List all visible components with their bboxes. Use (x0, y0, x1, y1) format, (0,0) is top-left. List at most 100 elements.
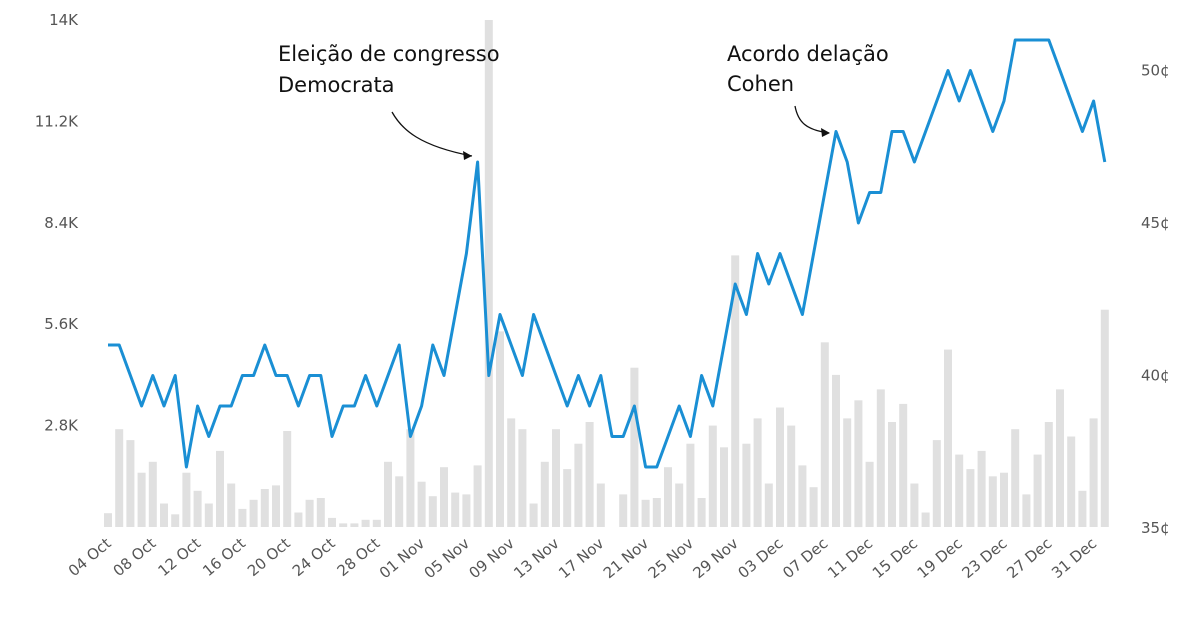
volume-bar (832, 374, 840, 527)
volume-bar (1089, 418, 1098, 527)
volume-bar (417, 481, 426, 527)
volume-bar (104, 513, 112, 527)
x-axis-tick-label: 19 Dec (914, 534, 966, 582)
volume-bar (865, 461, 874, 527)
volume-bar (451, 492, 460, 527)
volume-bar (507, 418, 516, 527)
volume-bar (854, 400, 863, 528)
volume-bar (272, 485, 280, 527)
volume-bar (283, 431, 292, 527)
volume-bar (641, 499, 650, 527)
volume-bar (384, 461, 392, 527)
x-axis-tick-label: 08 Oct (110, 534, 160, 580)
volume-bar (876, 389, 885, 527)
volume-bar (888, 422, 896, 527)
volume-bars (104, 20, 1109, 528)
volume-bar (328, 517, 336, 527)
x-axis-tick-label: 23 Dec (958, 534, 1010, 582)
annotation-cohen: Acordo delação Cohen (727, 42, 889, 137)
volume-bar (339, 523, 348, 527)
right-axis-tick-label: 40¢ (1141, 367, 1170, 385)
volume-bar (843, 418, 852, 527)
price-series-line (108, 38, 1107, 469)
annotation-election-arrow (391, 111, 473, 157)
volume-bar (462, 494, 471, 527)
x-axis-tick-label: 15 Dec (869, 534, 921, 582)
volume-bar (574, 443, 583, 527)
volume-bar (406, 429, 415, 527)
volume-bar (204, 503, 213, 527)
annotation-election-line-2: Democrata (278, 73, 395, 97)
volume-bar (1044, 422, 1053, 527)
volume-bar (563, 469, 572, 527)
volume-bar (742, 443, 751, 527)
volume-bar (1078, 490, 1087, 527)
left-axis-ticks: 2.8K 5.6K 8.4K 11.2K 14K (35, 11, 79, 435)
x-axis-tick-label: 31 Dec (1048, 534, 1100, 582)
volume-bar (809, 487, 818, 527)
volume-bar (428, 496, 437, 527)
volume-bar (944, 349, 952, 527)
x-axis-tick-label: 13 Nov (510, 534, 562, 582)
price-line (108, 38, 1107, 469)
left-axis-tick-label: 8.4K (44, 214, 79, 232)
volume-bar (697, 498, 706, 527)
volume-bar (798, 465, 807, 527)
x-axis-tick-label: 21 Nov (600, 534, 652, 582)
volume-bar (372, 519, 381, 527)
volume-bar (1000, 472, 1008, 527)
volume-bar (619, 494, 628, 527)
x-axis-tick-label: 09 Nov (465, 534, 517, 582)
volume-bar (171, 514, 180, 527)
volume-bar (720, 447, 728, 527)
volume-bar (630, 367, 639, 527)
volume-bar (440, 467, 448, 527)
x-axis-tick-label: 07 Dec (779, 534, 831, 582)
right-axis-tick-label: 45¢ (1141, 214, 1170, 232)
x-axis-tick-label: 01 Nov (376, 534, 428, 582)
volume-bar (316, 498, 325, 527)
volume-bar (350, 523, 359, 527)
volume-bar (652, 498, 661, 527)
annotation-election-arrowhead (463, 151, 472, 160)
volume-bar (764, 483, 773, 527)
volume-bar (148, 461, 157, 527)
right-axis-ticks: 35¢ 40¢ 45¢ 50¢ (1141, 62, 1170, 538)
volume-bar (552, 429, 560, 527)
x-axis-tick-label: 29 Nov (689, 534, 741, 582)
x-axis-tick-label: 27 Dec (1003, 534, 1055, 582)
volume-bar (395, 476, 404, 527)
left-axis-tick-label: 5.6K (44, 315, 79, 333)
annotation-election: Eleição de congresso Democrata (278, 42, 500, 160)
volume-bar (966, 469, 975, 527)
volume-bar (977, 450, 986, 527)
volume-bar (484, 20, 493, 527)
right-axis-tick-label: 35¢ (1141, 519, 1170, 537)
volume-bar (910, 483, 919, 527)
volume-bar (361, 519, 370, 527)
x-axis-tick-label: 05 Nov (421, 534, 473, 582)
volume-bar (1022, 494, 1031, 527)
volume-bar (776, 407, 784, 527)
left-axis-tick-label: 11.2K (35, 112, 79, 130)
volume-bar (182, 472, 191, 527)
x-axis-tick-label: 20 Oct (244, 534, 294, 580)
volume-bar (160, 503, 168, 527)
x-axis-tick-label: 24 Oct (289, 534, 339, 580)
volume-bar (708, 425, 717, 527)
volume-bar (1011, 429, 1020, 527)
x-axis-tick-label: 28 Oct (334, 534, 384, 580)
volume-bar (473, 465, 482, 527)
annotation-cohen-line-1: Acordo delação (727, 42, 889, 66)
volume-bar (305, 499, 314, 527)
volume-bar (686, 443, 695, 527)
volume-bar (899, 403, 908, 527)
x-axis-tick-label: 11 Dec (824, 534, 876, 582)
left-axis-tick-label: 2.8K (44, 417, 79, 435)
volume-bar (1056, 389, 1064, 527)
volume-bar (1100, 309, 1109, 527)
volume-bar (787, 425, 796, 527)
annotation-cohen-arrow (794, 105, 830, 134)
